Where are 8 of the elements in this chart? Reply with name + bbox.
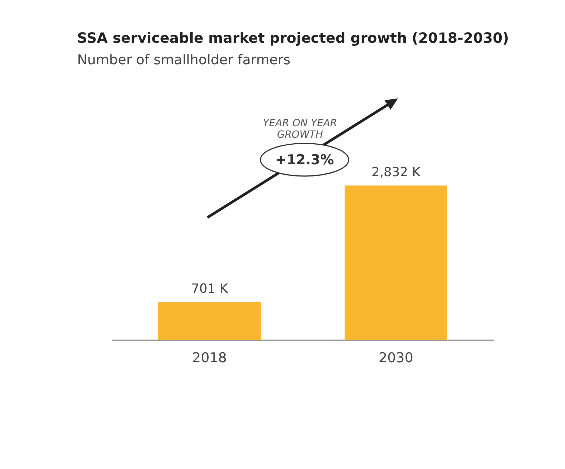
x-tick-label: 2018	[192, 350, 228, 366]
text: YEAR ON YEAR GROWTH	[263, 118, 338, 142]
chart-subtitle: Number of smallholder farmers	[77, 52, 291, 68]
data-label: 701 K	[191, 282, 229, 297]
text: +12.3%	[275, 152, 334, 169]
data-label: 2,832 K	[372, 166, 422, 181]
chart-title: SSA serviceable market projected growth (2018-2030)	[77, 31, 510, 48]
x-tick-label: 2030	[378, 350, 414, 366]
